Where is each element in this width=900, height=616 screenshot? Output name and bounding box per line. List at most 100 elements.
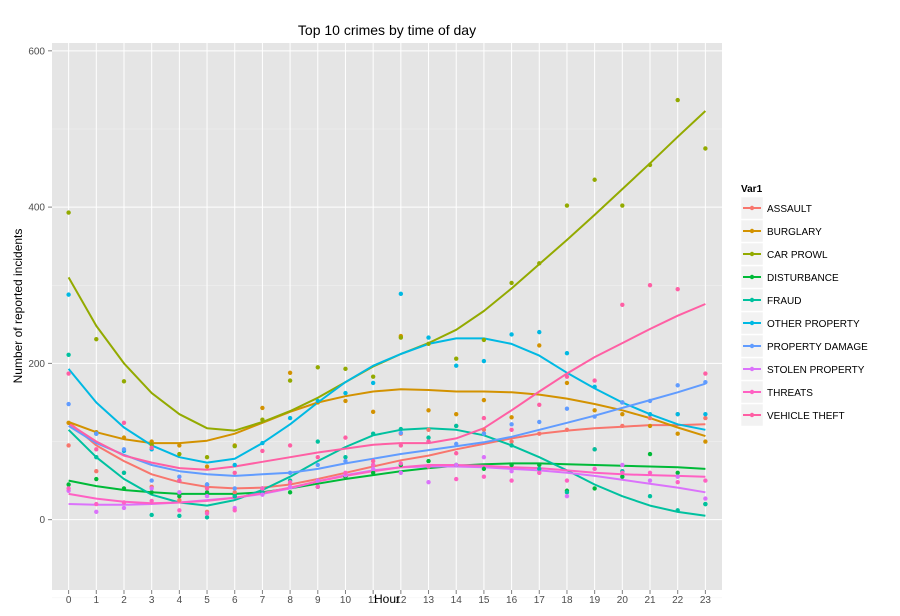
smooth-line (68, 382, 706, 477)
data-point (315, 454, 320, 460)
data-point (204, 494, 210, 499)
data-point (454, 476, 459, 482)
data-point (232, 490, 237, 495)
major-gridlines (52, 43, 722, 590)
data-point (149, 498, 154, 504)
data-point (564, 351, 570, 356)
x-tick-label: 10 (340, 595, 352, 606)
data-point (287, 415, 293, 421)
data-point (537, 261, 542, 266)
data-point (426, 435, 431, 440)
data-point (647, 423, 653, 429)
plot-panel (52, 43, 722, 590)
legend-label: VEHICLE THEFT (767, 411, 845, 422)
data-point (647, 415, 653, 421)
data-point (675, 97, 680, 103)
data-point (232, 494, 237, 499)
legend-label: BURGLARY (767, 227, 822, 238)
data-point (370, 462, 376, 468)
data-point (647, 162, 653, 168)
legend-key-point (749, 366, 755, 372)
data-point (177, 513, 182, 518)
data-point (564, 490, 570, 495)
data-point (481, 337, 487, 343)
data-point (564, 374, 570, 379)
x-tick-label: 11 (368, 595, 379, 606)
legend-key-point (749, 228, 755, 234)
data-point (121, 420, 127, 425)
legend-label: DISTURBANCE (767, 273, 839, 284)
data-point (426, 341, 431, 347)
data-point (232, 470, 237, 475)
data-point (315, 462, 320, 468)
data-point (370, 466, 376, 472)
data-point (343, 390, 348, 396)
data-point (703, 439, 708, 444)
data-point (260, 417, 265, 422)
data-point (509, 415, 514, 420)
smooth-line (67, 337, 706, 464)
data-point (675, 470, 680, 475)
x-tick-label: 2 (121, 595, 127, 606)
data-point (149, 439, 154, 444)
data-point (620, 400, 625, 405)
smooth-line (68, 464, 706, 505)
data-point (454, 462, 459, 468)
data-point (454, 441, 459, 447)
data-point (149, 490, 154, 495)
data-point (703, 478, 708, 483)
x-tick-label: 3 (149, 595, 155, 606)
data-point (592, 447, 597, 452)
x-tick-label: 9 (315, 595, 321, 606)
data-point (564, 478, 570, 483)
data-points (66, 97, 708, 520)
legend-key-point (749, 251, 755, 257)
y-tick-label: 600 (28, 46, 45, 57)
legend-items: ASSAULT BURGLARY CAR PROWL DISTURBANCE FRAUD… (740, 196, 868, 427)
data-point (177, 497, 182, 503)
data-point (343, 398, 348, 404)
legend-label: OTHER PROPERTY (767, 319, 860, 330)
data-point (66, 486, 71, 491)
data-point (481, 397, 487, 403)
data-point (315, 478, 320, 483)
data-point (426, 408, 431, 413)
data-point (454, 356, 459, 361)
data-point (647, 398, 653, 404)
data-point (592, 177, 597, 182)
x-tick-label: 16 (506, 595, 518, 606)
legend-key-point (749, 274, 755, 280)
data-point (454, 423, 459, 429)
data-point (204, 511, 210, 516)
data-point (398, 335, 404, 340)
data-point (592, 486, 597, 491)
data-point (287, 378, 293, 383)
data-point (343, 458, 348, 464)
data-point (537, 329, 542, 335)
data-point (287, 479, 293, 485)
data-point (398, 430, 404, 436)
data-point (620, 474, 625, 479)
legend-label: PROPERTY DAMAGE (767, 342, 868, 353)
data-point (260, 448, 265, 454)
data-point (287, 484, 293, 490)
data-point (66, 443, 71, 448)
legend-key-point (749, 320, 755, 326)
legend-key-point (749, 389, 755, 395)
data-point (564, 380, 570, 386)
data-point (426, 439, 431, 444)
data-point (343, 366, 348, 372)
x-tick-label: 6 (232, 595, 238, 606)
data-point (121, 379, 127, 384)
data-point (537, 402, 542, 408)
data-point (537, 419, 542, 425)
data-point (121, 500, 127, 505)
data-point (481, 415, 487, 421)
data-point (509, 443, 514, 448)
data-point (509, 478, 514, 483)
legend-label: THREATS (767, 388, 813, 399)
data-point (370, 458, 376, 464)
data-point (370, 409, 376, 415)
data-point (315, 365, 320, 370)
